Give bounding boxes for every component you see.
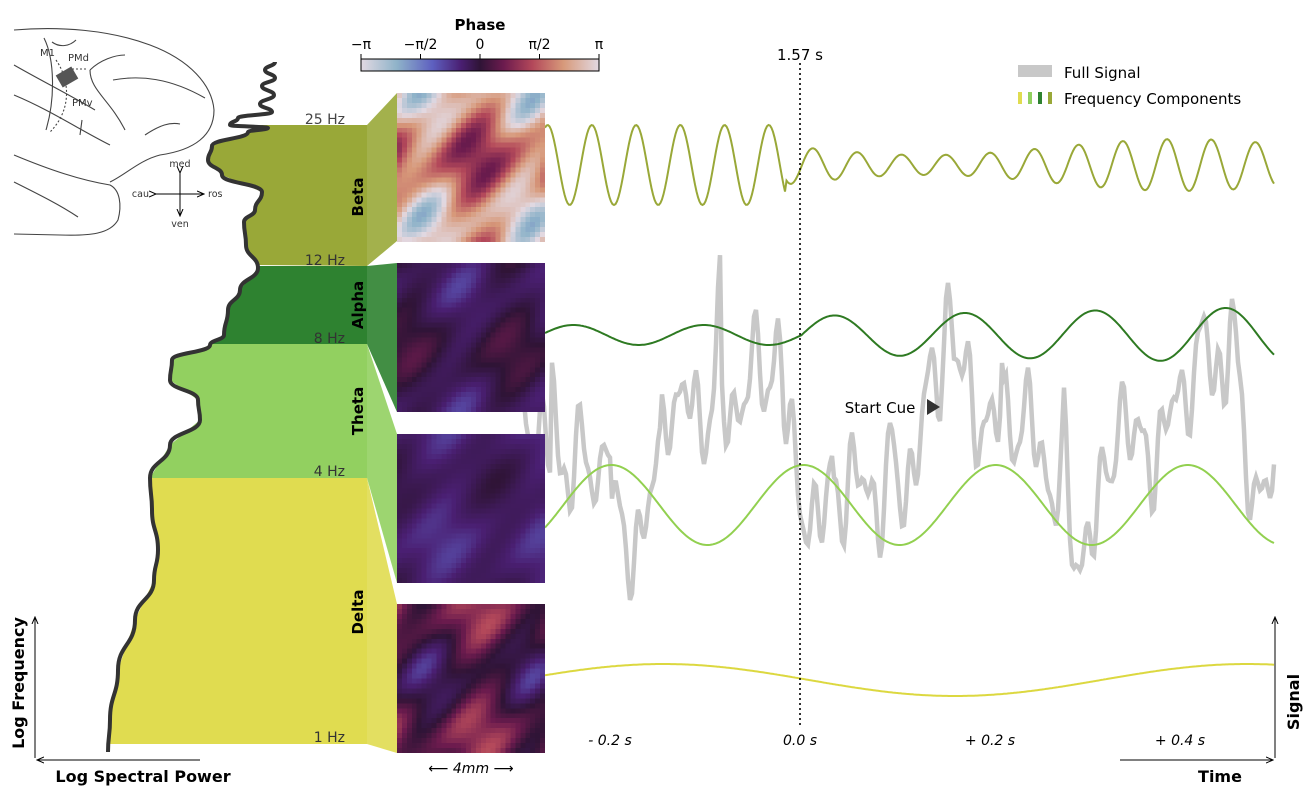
axis-log-frequency: Log Frequency	[9, 617, 28, 749]
play-triangle-icon	[927, 399, 940, 415]
legend-full-signal: Full Signal	[1064, 64, 1141, 82]
time-tick: 0.0 s	[783, 733, 817, 749]
band-connector-theta	[367, 344, 397, 583]
band-fill-delta	[108, 478, 367, 744]
marker-time: 1.57 s	[777, 46, 823, 64]
axes-arrows	[35, 617, 1275, 760]
hz-1: 1 Hz	[314, 730, 345, 746]
axis-time: Time	[1198, 767, 1242, 786]
delta-trace	[544, 663, 1275, 697]
beta-trace	[544, 123, 1275, 207]
compass-ven: ven	[171, 219, 189, 230]
label-pmv: PMv	[72, 98, 93, 109]
band-fill-beta	[208, 125, 367, 266]
colorbar-tick-label: −π	[351, 37, 372, 53]
band-connector-alpha	[367, 263, 397, 412]
axis-log-spectral-power: Log Spectral Power	[55, 767, 230, 786]
alpha-trace	[544, 307, 1275, 362]
time-tick: + 0.4 s	[1155, 733, 1205, 749]
hz-4: 4 Hz	[314, 464, 345, 480]
phase-map-theta	[397, 434, 545, 583]
band-fill-theta	[150, 344, 367, 478]
time-tick: + 0.2 s	[965, 733, 1015, 749]
label-m1: M1	[40, 48, 55, 59]
colorbar-tick-label: −π/2	[404, 37, 438, 53]
colorbar-tick-label: π	[595, 37, 604, 53]
hz-12: 12 Hz	[305, 253, 345, 269]
compass-ros: ros	[208, 189, 223, 200]
band-fill-alpha	[211, 266, 367, 344]
compass-cau: cau	[132, 189, 149, 200]
band-label-delta: Delta	[349, 589, 367, 634]
full-signal-trace	[477, 255, 1277, 601]
band-label-beta: Beta	[349, 178, 367, 217]
phase-map-delta	[397, 604, 545, 753]
band-connector-delta	[367, 478, 397, 753]
band-label-theta: Theta	[349, 387, 367, 435]
colorbar-tick-label: π/2	[528, 37, 550, 53]
axis-signal: Signal	[1284, 674, 1303, 730]
band-label-alpha: Alpha	[349, 281, 367, 329]
compass-med: med	[169, 159, 190, 170]
start-cue-label: Start Cue	[845, 399, 916, 417]
legend-components: Frequency Components	[1064, 90, 1241, 108]
hz-8: 8 Hz	[314, 331, 345, 347]
spectral-bands	[108, 93, 397, 753]
colorbar-tick-label: 0	[476, 37, 485, 53]
label-pmd: PMd	[68, 53, 89, 64]
hz-25: 25 Hz	[305, 112, 345, 128]
phase-map-beta	[397, 93, 545, 242]
time-tick: - 0.2 s	[588, 733, 632, 749]
compass-icon	[156, 173, 204, 216]
brain-sketch	[13, 27, 215, 236]
phase-map-alpha	[397, 263, 545, 412]
legend-full-swatch	[1018, 65, 1052, 77]
scale-bar-label: ⟵ 4mm ⟶	[428, 761, 513, 777]
theta-trace	[544, 464, 1275, 546]
colorbar-title: Phase	[455, 16, 506, 34]
phase-colorbar	[360, 58, 600, 72]
spectrum-curve	[106, 61, 278, 753]
electrode-array-icon	[55, 66, 79, 88]
legend-components-swatch	[1018, 92, 1052, 104]
band-connector-beta	[367, 93, 397, 266]
